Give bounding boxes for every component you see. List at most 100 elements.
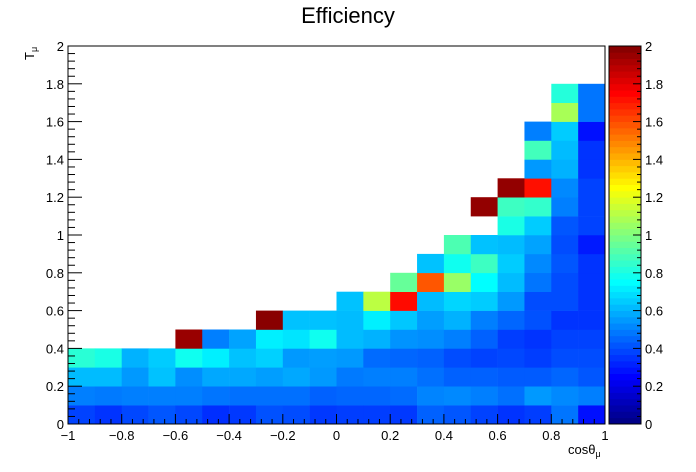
colorbar: 0 0.2 0.4 0.6 0.8 1 1.2 1.4 1.6 1.8 2 <box>608 39 663 432</box>
heatmap-cell <box>175 386 203 406</box>
colorbar-tick-label: 0.2 <box>645 379 663 394</box>
y-tick-label: 1.4 <box>46 152 64 167</box>
colorbar-band <box>609 159 641 167</box>
heatmap-cell <box>551 83 579 103</box>
colorbar-band <box>609 304 641 311</box>
heatmap-cell <box>363 291 391 311</box>
heatmap-cell <box>309 329 337 349</box>
heatmap-cell <box>470 197 498 217</box>
heatmap-cell <box>94 405 122 425</box>
colorbar-band <box>609 203 641 211</box>
heatmap-cell <box>470 386 498 406</box>
heatmap-cell <box>578 291 606 311</box>
heatmap-cell <box>578 235 606 255</box>
colorbar-band <box>609 379 641 387</box>
heatmap-cell <box>417 272 445 292</box>
colorbar-band <box>609 272 641 280</box>
x-tick-label: −1 <box>61 428 76 443</box>
heatmap-cell <box>578 121 606 141</box>
heatmap-cell <box>417 386 445 406</box>
heatmap-cell <box>417 329 445 349</box>
heatmap-cell <box>282 367 310 387</box>
heatmap-cell <box>202 367 230 387</box>
y-tick-label: 0.6 <box>46 304 64 319</box>
colorbar-band <box>609 77 641 85</box>
heatmap-cell <box>175 405 203 425</box>
colorbar-tick-label: 0.4 <box>645 341 663 356</box>
colorbar-band <box>609 115 641 122</box>
y-tick-label: 2 <box>57 39 64 54</box>
heatmap-cell <box>578 159 606 179</box>
heatmap-cell <box>363 329 391 349</box>
colorbar-tick-label: 1.6 <box>645 115 663 130</box>
heatmap-cell <box>551 159 579 179</box>
heatmap-cell <box>551 329 579 349</box>
heatmap-cell <box>524 235 552 255</box>
heatmap-cell <box>255 386 284 406</box>
heatmap-cell <box>497 329 525 349</box>
colorbar-band <box>609 96 641 104</box>
heatmap-cell <box>336 367 364 387</box>
colorbar-band <box>609 216 641 223</box>
heatmap-cell <box>470 235 498 255</box>
colorbar-band <box>609 335 641 343</box>
heatmap-cell <box>443 367 472 387</box>
heatmap-cell <box>68 405 96 425</box>
heatmap-cell <box>229 405 257 425</box>
heatmap-cell <box>363 405 391 425</box>
heatmap-cell <box>497 216 525 236</box>
heatmap-cell <box>309 386 337 406</box>
heatmap-cell <box>202 405 230 425</box>
colorbar-band <box>609 140 641 148</box>
heatmap-cell <box>229 386 257 406</box>
heatmap-cell <box>121 386 149 406</box>
heatmap-cell <box>470 253 498 274</box>
heatmap-cell <box>282 405 310 425</box>
heatmap-cell <box>497 253 525 274</box>
heatmap-cell <box>148 386 176 406</box>
colorbar-band <box>609 386 641 393</box>
colorbar-tick-label: 0.6 <box>645 304 663 319</box>
heatmap-cell <box>148 367 176 387</box>
x-axis: −1 −0.8 −0.6 −0.4 −0.2 0 0.2 0.4 0.6 0.8 1 <box>61 414 609 443</box>
heatmap-cell <box>497 291 525 311</box>
colorbar-band <box>609 247 641 255</box>
colorbar-band <box>609 235 641 242</box>
heatmap-cell <box>390 310 418 330</box>
heatmap-cell <box>417 367 445 387</box>
colorbar-band <box>609 165 641 173</box>
colorbar-band <box>609 90 641 97</box>
heatmap-cell <box>578 178 606 198</box>
x-tick-label: −0.2 <box>270 428 296 443</box>
heatmap-cell <box>497 348 525 368</box>
heatmap-cell <box>497 178 525 198</box>
heatmap-cell <box>443 291 472 311</box>
y-axis-title: Tμ <box>22 47 39 60</box>
heatmap-cell <box>497 197 525 217</box>
heatmap-cell <box>524 310 552 330</box>
heatmap-cell <box>524 216 552 236</box>
heatmap-cell <box>68 367 96 387</box>
heatmap-cell <box>443 310 472 330</box>
y-tick-label: 1.2 <box>46 190 64 205</box>
heatmap-cell <box>551 140 579 160</box>
heatmap-cell <box>390 329 418 349</box>
colorbar-band <box>609 83 641 91</box>
heatmap-cell <box>497 235 525 255</box>
colorbar-band <box>609 291 641 299</box>
colorbar-band <box>609 190 641 198</box>
colorbar-band <box>609 253 641 261</box>
y-axis-title-main: T <box>22 52 37 60</box>
heatmap-cell <box>578 272 606 292</box>
colorbar-band <box>609 172 641 179</box>
heatmap-cell <box>309 310 337 330</box>
colorbar-band <box>609 405 641 412</box>
heatmap-cell <box>390 367 418 387</box>
heatmap-cell <box>443 386 472 406</box>
heatmap-cell <box>497 386 525 406</box>
heatmap-cell <box>68 386 96 406</box>
heatmap-cell <box>229 329 257 349</box>
heatmap-cell <box>68 348 96 368</box>
colorbar-tick-label: 0.8 <box>645 266 663 281</box>
